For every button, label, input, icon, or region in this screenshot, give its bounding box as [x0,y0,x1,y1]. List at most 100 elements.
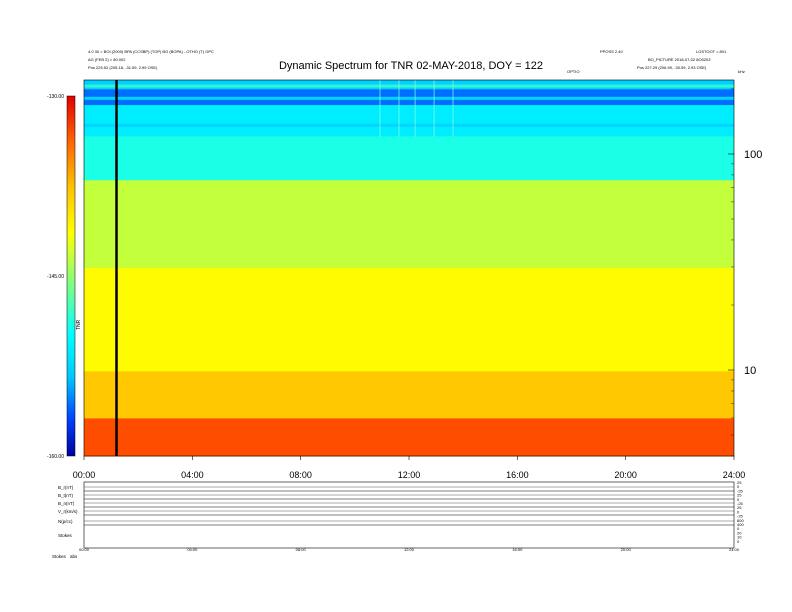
spectrogram-band [84,174,734,178]
spectrogram-band [84,230,734,235]
spectrogram-band [84,208,734,213]
spectrogram-band [84,443,734,448]
spectrogram-band [84,252,734,256]
spectrogram-band [84,393,734,397]
panel-right-tick: 0 [737,526,740,531]
footer-value: abs [70,554,78,559]
spectrogram-band [84,202,734,206]
panel-label: B_n(nT) [58,501,75,506]
spectrogram-band [84,189,734,194]
spectrogram-band [84,89,734,94]
spectrogram-band [84,142,734,147]
spectrogram-band [84,383,734,388]
spectrogram-band [84,440,734,444]
spectrogram-band [84,145,734,150]
spectrogram-bands [84,80,734,457]
spectrogram-band [84,224,734,228]
bottom-panels: B_r(nT) B_t(nT) B_n(nT) V_r(km/s) N(p/cc) Sto… [52,480,744,559]
spectrogram-band [84,111,734,115]
spectrogram-band [84,130,734,134]
panel-right-tick: 0 [737,509,740,514]
spectrogram-stripe [84,96,734,100]
panel-right-tick: -25 [737,514,744,519]
bottom-x-tick-label: 20:00 [621,547,632,552]
spectrogram-band [84,127,734,131]
colorbar-gradient [66,95,76,457]
spectrogram-band [84,415,734,419]
spectrogram-band [84,170,734,175]
colorbar: -130.00 -145.00 -160.00 TNR [47,94,82,460]
y-tick-label: 100 [744,149,762,161]
spectrogram-band [84,365,734,369]
spectrogram-band [84,148,734,153]
spectrogram-band [84,296,734,300]
spectrogram-band [84,340,734,344]
spectrogram-band [84,427,734,432]
spectrogram-band [84,277,734,282]
spectrogram-band [84,192,734,197]
panel-label: Stokes [58,533,73,538]
spectrogram-band [84,133,734,137]
colorbar-tick-label: -160.00 [47,454,64,460]
spectrogram-band [84,152,734,156]
spectrogram-band [84,98,734,103]
spectrogram-band [84,336,734,341]
spectrogram-band [84,258,734,263]
spectrogram-plot: 100 10 00:00 04:00 08:00 12:00 16:00 20:00 24:0… [73,79,762,480]
spectrogram-streak [398,80,400,137]
spectrogram-band [84,321,734,325]
spectrogram-streak [379,80,381,137]
spectrogram-band [84,158,734,162]
spectrogram-band [84,180,734,184]
bottom-x-tick-label: 08:00 [296,547,307,552]
spectrogram-band [84,177,734,181]
colorbar-label: TNR [76,319,82,330]
spectrogram-band [84,86,734,90]
spectrogram-band [84,452,734,457]
spectrogram-band [84,437,734,441]
chart-title: Dynamic Spectrum for TNR 02-MAY-2018, DO… [279,60,543,72]
spectrogram-band [84,101,734,106]
spectrogram-band [84,327,734,332]
spectrogram-band [84,167,734,172]
spectrogram-band [84,387,734,391]
spectrogram-band [84,349,734,354]
panel-right-tick: -25 [737,488,744,493]
spectrogram-band [84,421,734,426]
spectrogram-band [84,412,734,416]
header-left-line-2: AG (FEB 2) = 80.002 [88,57,126,62]
spectrogram-band [84,402,734,407]
spectrogram-band [84,446,734,451]
spectrogram-band [84,136,734,141]
colorbar-tick-label: -130.00 [47,94,64,100]
panel-right-tick: 0 [737,539,740,544]
spectrogram-band [84,424,734,429]
spectrogram-band [84,315,734,319]
spectrogram-band [84,139,734,144]
panel-right-tick: 0 [737,484,740,489]
spectrogram-band [84,261,734,266]
spectrogram-band [84,308,734,313]
panel-label: B_t(nT) [58,493,74,498]
header-right-line-4: Pos 227.29 (206.59, -30.59, 2.93 OSE) [637,65,707,70]
spectrogram-band [84,434,734,438]
spectrogram-band [84,293,734,297]
spectrogram-band [84,390,734,394]
spectrogram-band [84,120,734,125]
spectrogram-features [84,80,734,137]
spectrogram-band [84,368,734,372]
spectrogram-band [84,217,734,222]
spectrogram-band [84,246,734,250]
header-right-line-3: BO_PICTURE 2018-07-02 8O0203 [648,57,711,62]
header-right-line-1: PPOSS 2.40 [600,49,623,54]
spectrogram-band [84,221,734,225]
x-tick-label: 20:00 [614,470,637,480]
y-tick-label: 10 [744,365,756,377]
spectrogram-band [84,274,734,278]
spectrogram-band [84,286,734,291]
panel-right-tick: 20 [737,530,742,535]
spectrogram-band [84,358,734,363]
spectrogram-stripe [84,123,734,127]
header-right-line-2: LOSTOOT = 801 [696,49,727,54]
